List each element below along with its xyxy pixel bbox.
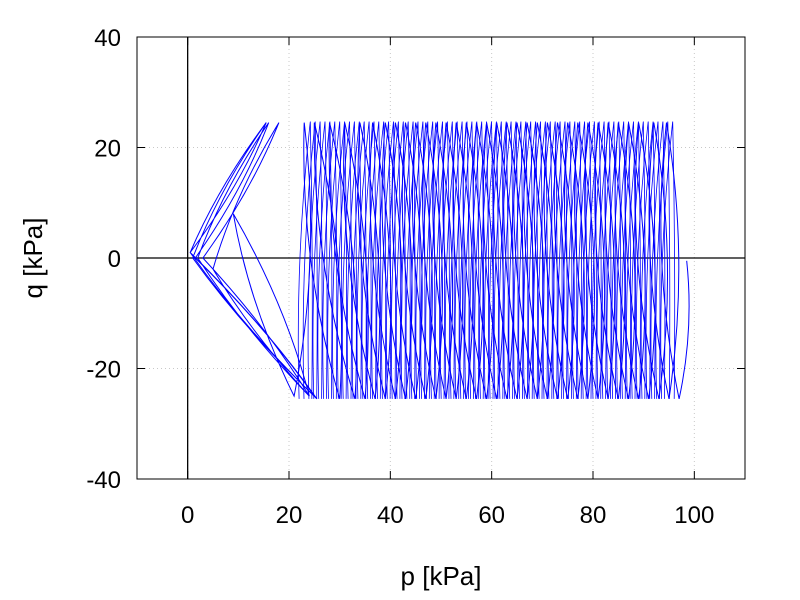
series-loop (537, 121, 553, 399)
series-loop (435, 121, 450, 399)
series-loop (459, 121, 475, 399)
series-loop (572, 121, 587, 399)
series-loop (464, 121, 480, 399)
series-loop (660, 121, 676, 399)
series-loop (327, 121, 343, 399)
series-loop (322, 121, 338, 399)
series-loop (630, 121, 646, 399)
series-loop (586, 121, 602, 399)
series-loop (390, 121, 406, 399)
series-loop (621, 121, 636, 399)
series-loop (483, 121, 499, 399)
series-loop (420, 121, 436, 399)
y-tick-label: 40 (94, 25, 121, 52)
series-loop (528, 121, 543, 399)
x-tick-label: 20 (276, 502, 303, 529)
y-tick-label: 0 (108, 246, 121, 273)
series-loop (400, 121, 416, 399)
series-loop (616, 121, 631, 399)
series-loop (581, 121, 597, 399)
series-loop (317, 121, 333, 399)
series-loop (591, 121, 607, 399)
series-loop (297, 121, 313, 399)
x-axis-label: p [kPa] (401, 561, 482, 591)
series-loop (513, 121, 529, 399)
x-tick-label: 80 (580, 502, 607, 529)
series-loop (386, 121, 401, 399)
series-loop (635, 121, 651, 399)
series-loop (601, 121, 617, 399)
ticks (137, 36, 745, 480)
series-loop (567, 121, 583, 399)
series-loop (542, 121, 558, 399)
series-loop (351, 121, 367, 399)
series-loop (577, 121, 592, 399)
series-loop (611, 121, 627, 399)
series-loop (302, 121, 318, 399)
y-tick-label: -20 (86, 357, 121, 384)
series-loop (547, 121, 563, 399)
series-loop (469, 121, 485, 399)
series-loop (640, 121, 656, 399)
series-loop (606, 121, 622, 399)
series-loop (361, 121, 377, 399)
series-loop (488, 121, 504, 399)
series-loop (410, 121, 426, 399)
series-loop (381, 121, 396, 399)
series-line (189, 122, 690, 400)
zero-lines (137, 37, 745, 479)
series-loop (557, 121, 573, 399)
series-loop (346, 121, 362, 399)
series-loop (523, 121, 538, 399)
series-layer (189, 121, 690, 400)
series-loop (508, 121, 524, 399)
series-loop (532, 121, 548, 399)
series-loop (341, 121, 357, 399)
x-tick-label: 100 (674, 502, 714, 529)
series-loop (366, 121, 382, 399)
series-loop (307, 121, 323, 399)
series-loop (655, 121, 671, 399)
series-loop (645, 121, 661, 399)
series-loop (332, 121, 347, 399)
series-loop (395, 121, 411, 399)
series-loop (626, 121, 641, 399)
series-loop (474, 121, 489, 399)
tick-labels: 0 20 40 60 80 100 -40 -20 0 20 40 (86, 25, 714, 529)
x-tick-label: 40 (377, 502, 404, 529)
series-loop (479, 121, 494, 399)
series-loop (518, 121, 534, 399)
x-tick-label: 60 (478, 502, 505, 529)
y-tick-label: -40 (86, 467, 121, 494)
series-loop (376, 121, 391, 399)
y-axis-label: q [kPa] (18, 218, 48, 299)
series-loop (444, 121, 460, 399)
series-loop (312, 121, 328, 399)
series-loop (371, 121, 387, 399)
series-loop (493, 121, 509, 399)
series-loop (415, 121, 431, 399)
series-loop (454, 121, 470, 399)
series-loop (425, 121, 440, 399)
x-tick-label: 0 (181, 502, 194, 529)
y-tick-label: 20 (94, 136, 121, 163)
series-loop (449, 121, 465, 399)
series-loop (405, 121, 421, 399)
series-loop (439, 121, 455, 399)
series-loop (498, 121, 514, 399)
series-loop (650, 121, 666, 399)
series-loop (430, 121, 445, 399)
series-loop (337, 121, 352, 399)
series-loop (503, 121, 519, 399)
series-loop (552, 121, 568, 399)
series-loop (596, 121, 612, 399)
series-loop (562, 121, 578, 399)
series-loop (356, 121, 372, 399)
